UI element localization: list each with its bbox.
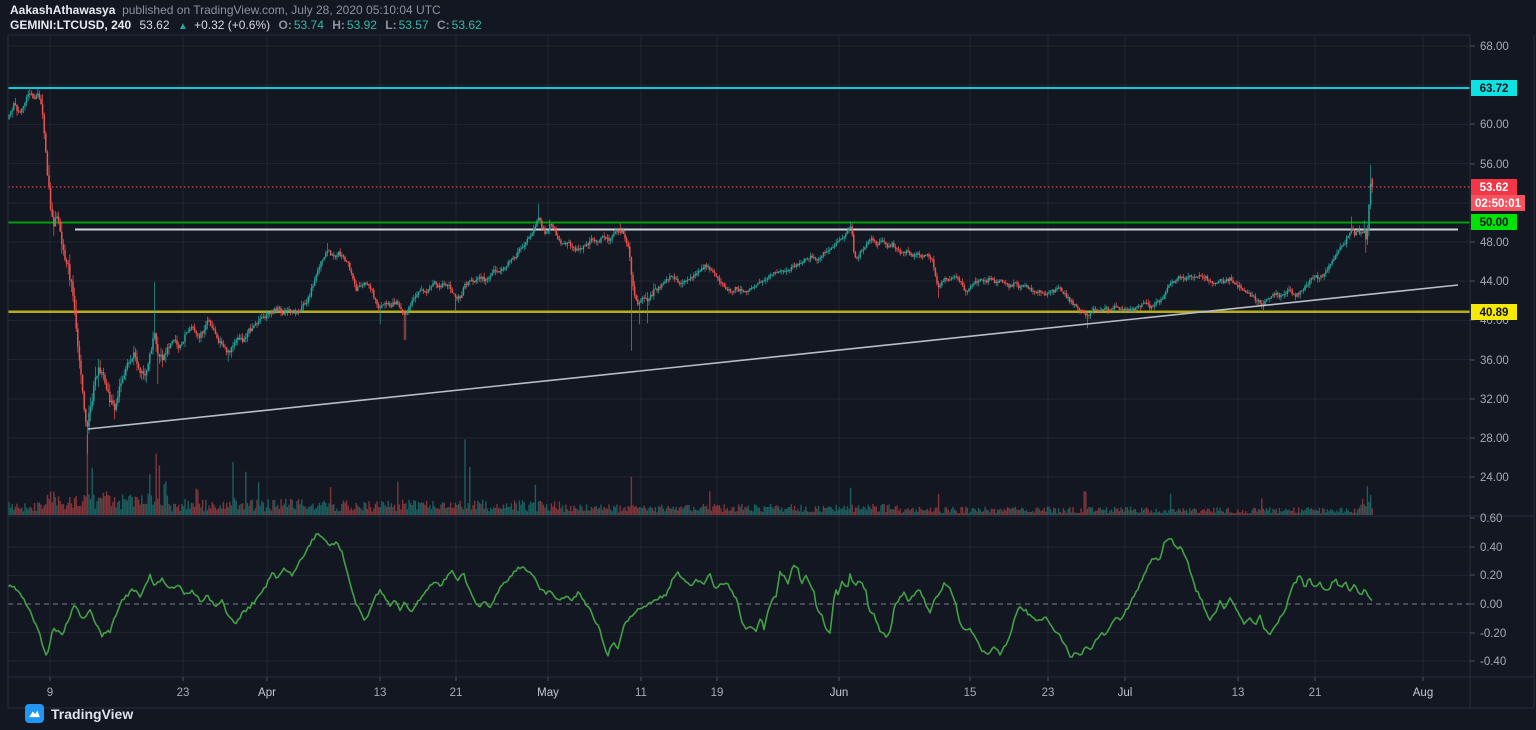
trendline[interactable] [87,284,1459,430]
high-value: 53.92 [346,18,377,32]
time-axis[interactable]: 9 23 Apr 13 21 May 11 19 Jun 15 23 Jul 13 21 Aug [47,677,1433,699]
time-tick-label: 13 [1232,687,1245,699]
candlesticks [8,87,1373,454]
price-axis[interactable]: 68.0060.0056.0048.0044.0040.0036.0032.00… [1470,41,1525,484]
price-badge-label: 50.00 [1480,217,1509,229]
close-value: 53.62 [451,18,482,32]
tradingview-attribution[interactable]: TradingView [25,704,133,723]
time-tick-label: Apr [258,687,276,699]
price-badge-label: 53.62 [1480,182,1509,194]
oscillator-tick-label: 0.60 [1480,513,1502,525]
price-tick-label: 60.00 [1480,119,1509,131]
price-tick-label: 44.00 [1480,276,1509,288]
time-tick-label: May [537,687,559,699]
price-tick-label: 24.00 [1480,472,1509,484]
low-value: 53.57 [398,18,429,32]
author-name: AakashAthawasya [10,3,116,17]
time-tick-label: Jul [1118,687,1133,699]
tradingview-brand-text[interactable]: TradingView [51,705,134,722]
oscillator-axis[interactable]: 0.60 0.40 0.20 0.00 -0.20 -0.40 [1470,513,1506,668]
price-badge [1471,195,1525,211]
price-tick-label: 56.00 [1480,159,1509,171]
publish-text: published on TradingView.com, July 28, 2… [122,3,441,17]
price-badge [1471,179,1517,195]
oscillator-tick-label: -0.40 [1480,656,1506,668]
oscillator-pane[interactable] [8,532,1470,658]
volume-bars [8,435,1373,515]
price-badge-label: 63.72 [1480,83,1509,95]
high-label: H: [332,18,345,32]
time-tick-label: 23 [177,687,190,699]
time-tick-label: 23 [1042,687,1055,699]
time-tick-label: 15 [964,687,977,699]
tradingview-logo-icon[interactable] [25,704,44,723]
price-badge [1471,304,1517,320]
chart-header: AakashAthawasya published on TradingView… [10,3,487,34]
oscillator-tick-label: 0.20 [1480,570,1502,582]
last-price: 53.62 [139,18,170,32]
oscillator-tick-label: -0.20 [1480,628,1506,640]
time-tick-label: 19 [711,687,724,699]
price-tick-label: 28.00 [1480,433,1509,445]
oscillator-line [8,532,1373,658]
price-tick-label: 32.00 [1480,394,1509,406]
close-label: C: [436,18,450,32]
symbol-label[interactable]: GEMINI:LTCUSD, 240 [10,18,132,32]
level-lines[interactable] [8,86,1470,313]
price-tick-label: 36.00 [1480,355,1509,367]
price-change: +0.32 (+0.6%) [194,18,271,32]
grid [8,35,1470,677]
publish-line: AakashAthawasya published on TradingView… [10,3,487,18]
time-tick-label: Jun [830,687,849,699]
price-badge-label: 40.89 [1480,307,1509,319]
oscillator-tick-label: 0.40 [1480,542,1502,554]
up-arrow-icon: ▲ [177,21,188,32]
price-badge [1471,214,1517,230]
low-label: L: [385,18,397,32]
open-value: 53.74 [293,18,324,32]
drawings[interactable] [8,186,1470,430]
price-badge [1471,80,1517,96]
time-tick-label: 21 [450,687,463,699]
price-tick-label: 68.00 [1480,41,1509,53]
time-tick-label: 21 [1309,687,1322,699]
time-tick-label: 11 [635,687,647,699]
open-label: O: [278,18,292,32]
symbol-line: GEMINI:LTCUSD, 240 53.62 ▲ +0.32 (+0.6%)… [10,18,487,34]
time-tick-label: Aug [1413,687,1433,699]
price-tick-label: 48.00 [1480,237,1509,249]
pane-borders [7,34,1535,709]
oscillator-tick-label: 0.00 [1480,599,1502,611]
price-badge-label: 02:50:01 [1475,198,1522,210]
time-tick-label: 9 [47,687,53,699]
time-tick-label: 13 [374,687,387,699]
